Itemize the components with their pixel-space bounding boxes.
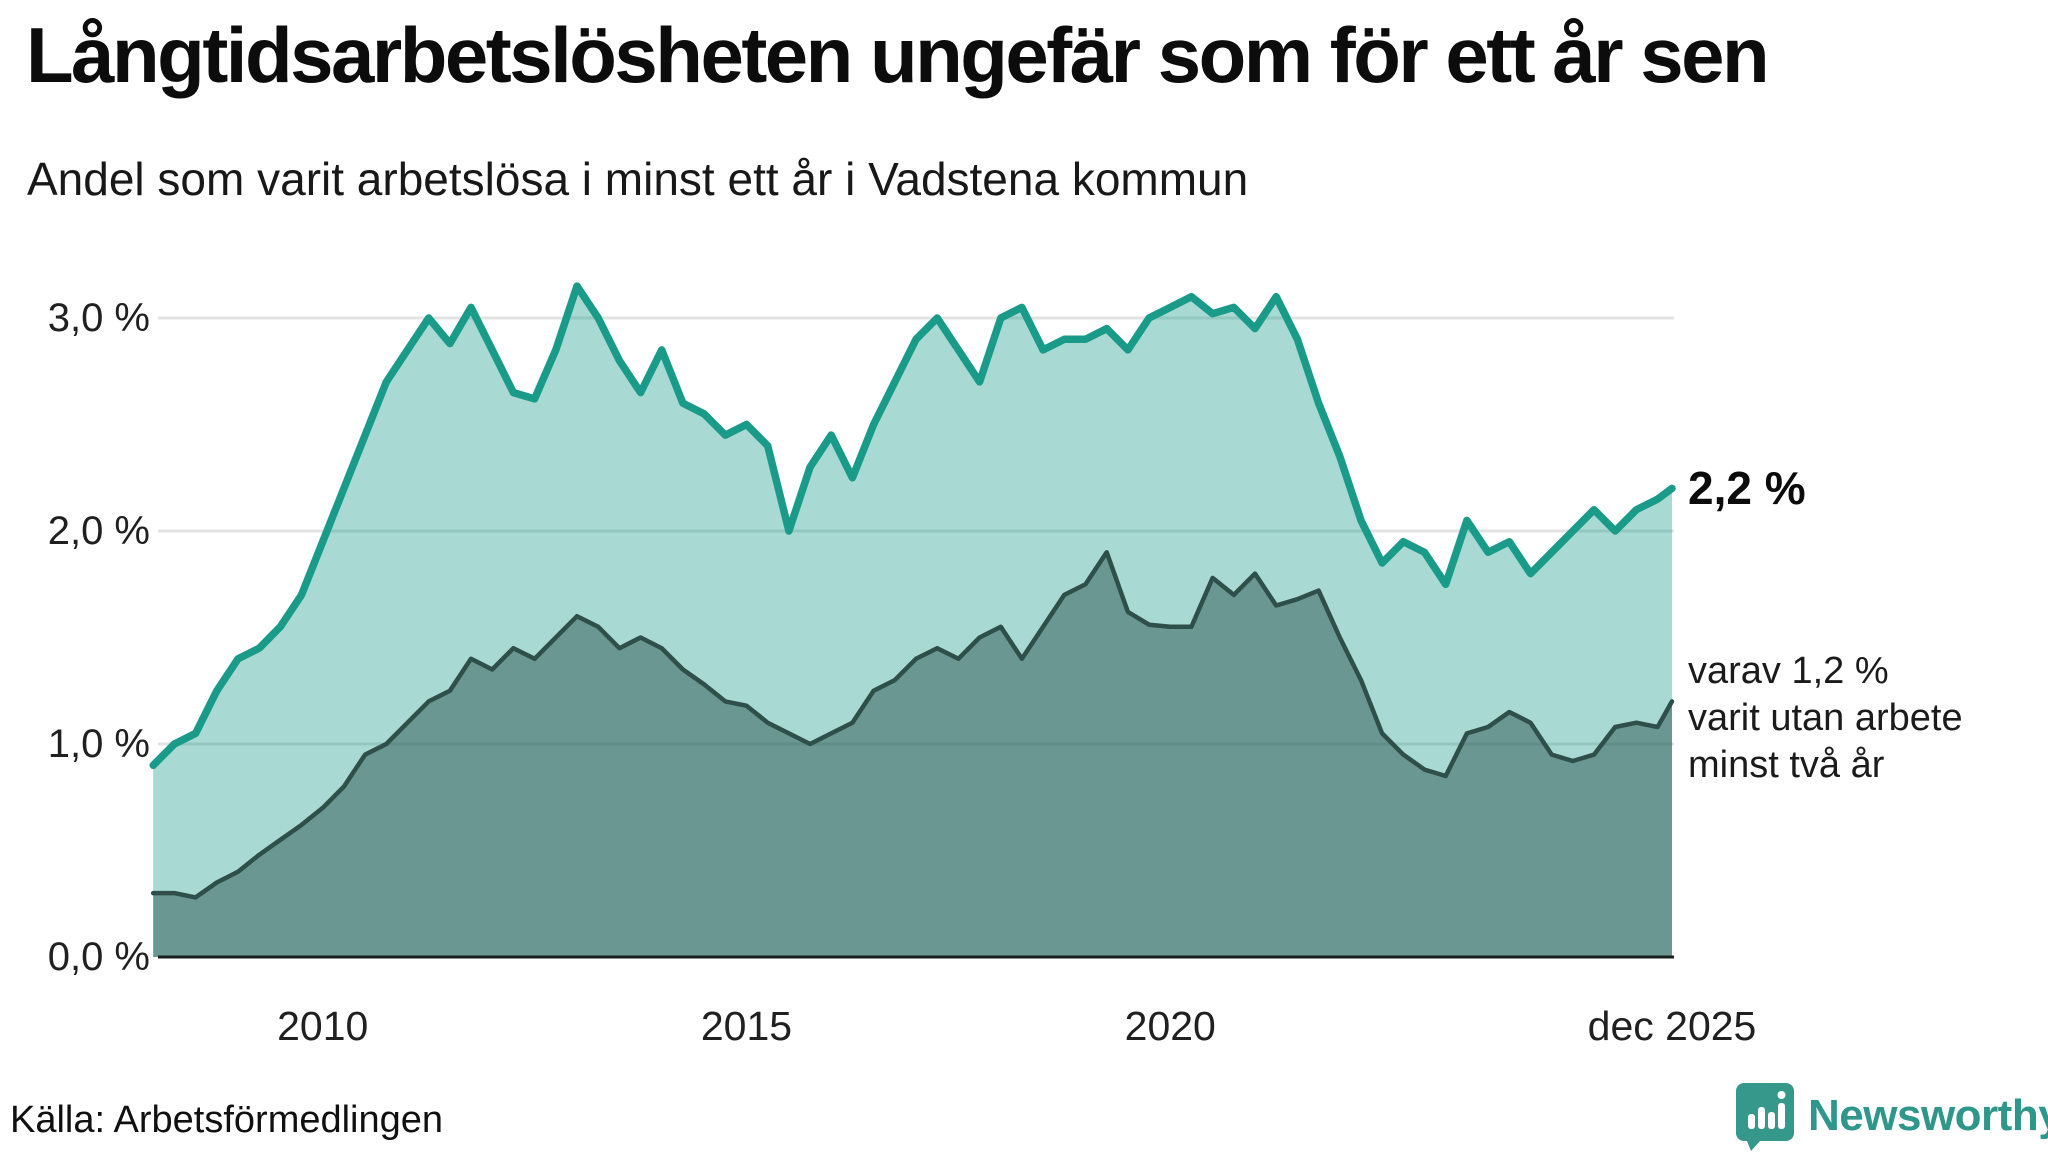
- y-tick-label: 2,0 %: [47, 509, 150, 553]
- x-tick-label: 2010: [277, 1003, 369, 1049]
- brand-wordmark: Newsworthy: [1808, 1091, 2048, 1140]
- x-tick-label: 2015: [700, 1003, 793, 1049]
- line-two-years: [150, 550, 1675, 900]
- page-title: Långtidsarbetslösheten ungefär som för e…: [26, 11, 1770, 99]
- chart-subtitle: Andel som varit arbetslösa i minst ett å…: [27, 153, 1249, 205]
- y-tick-label: 3,0 %: [47, 296, 150, 340]
- annotation-line-3: minst två år: [1688, 744, 1885, 786]
- annotation-line-1: varav 1,2 %: [1688, 650, 1889, 692]
- y-tick-label: 1,0 %: [47, 722, 150, 766]
- newsworthy-brand: Newsworthy: [1736, 1080, 2048, 1152]
- x-tick-label: dec 2025: [1587, 1003, 1757, 1049]
- annotation-line-2: varit utan arbete: [1688, 697, 1963, 739]
- x-tick-label: 2020: [1124, 1003, 1216, 1049]
- area-fill-two-years: [153, 552, 1673, 957]
- area-fill-one-year: [153, 286, 1673, 958]
- source-attribution: Källa: Arbetsförmedlingen: [10, 1099, 444, 1141]
- speech-bubble-bar-chart-icon: [1736, 1083, 1794, 1151]
- series-end-value-label: 2,2 %: [1688, 462, 1806, 514]
- y-tick-label: 0,0 %: [47, 935, 150, 979]
- line-one-year: [149, 282, 1676, 770]
- secondary-series-annotation: varav 1,2 % varit utan arbete minst två …: [1688, 648, 1963, 789]
